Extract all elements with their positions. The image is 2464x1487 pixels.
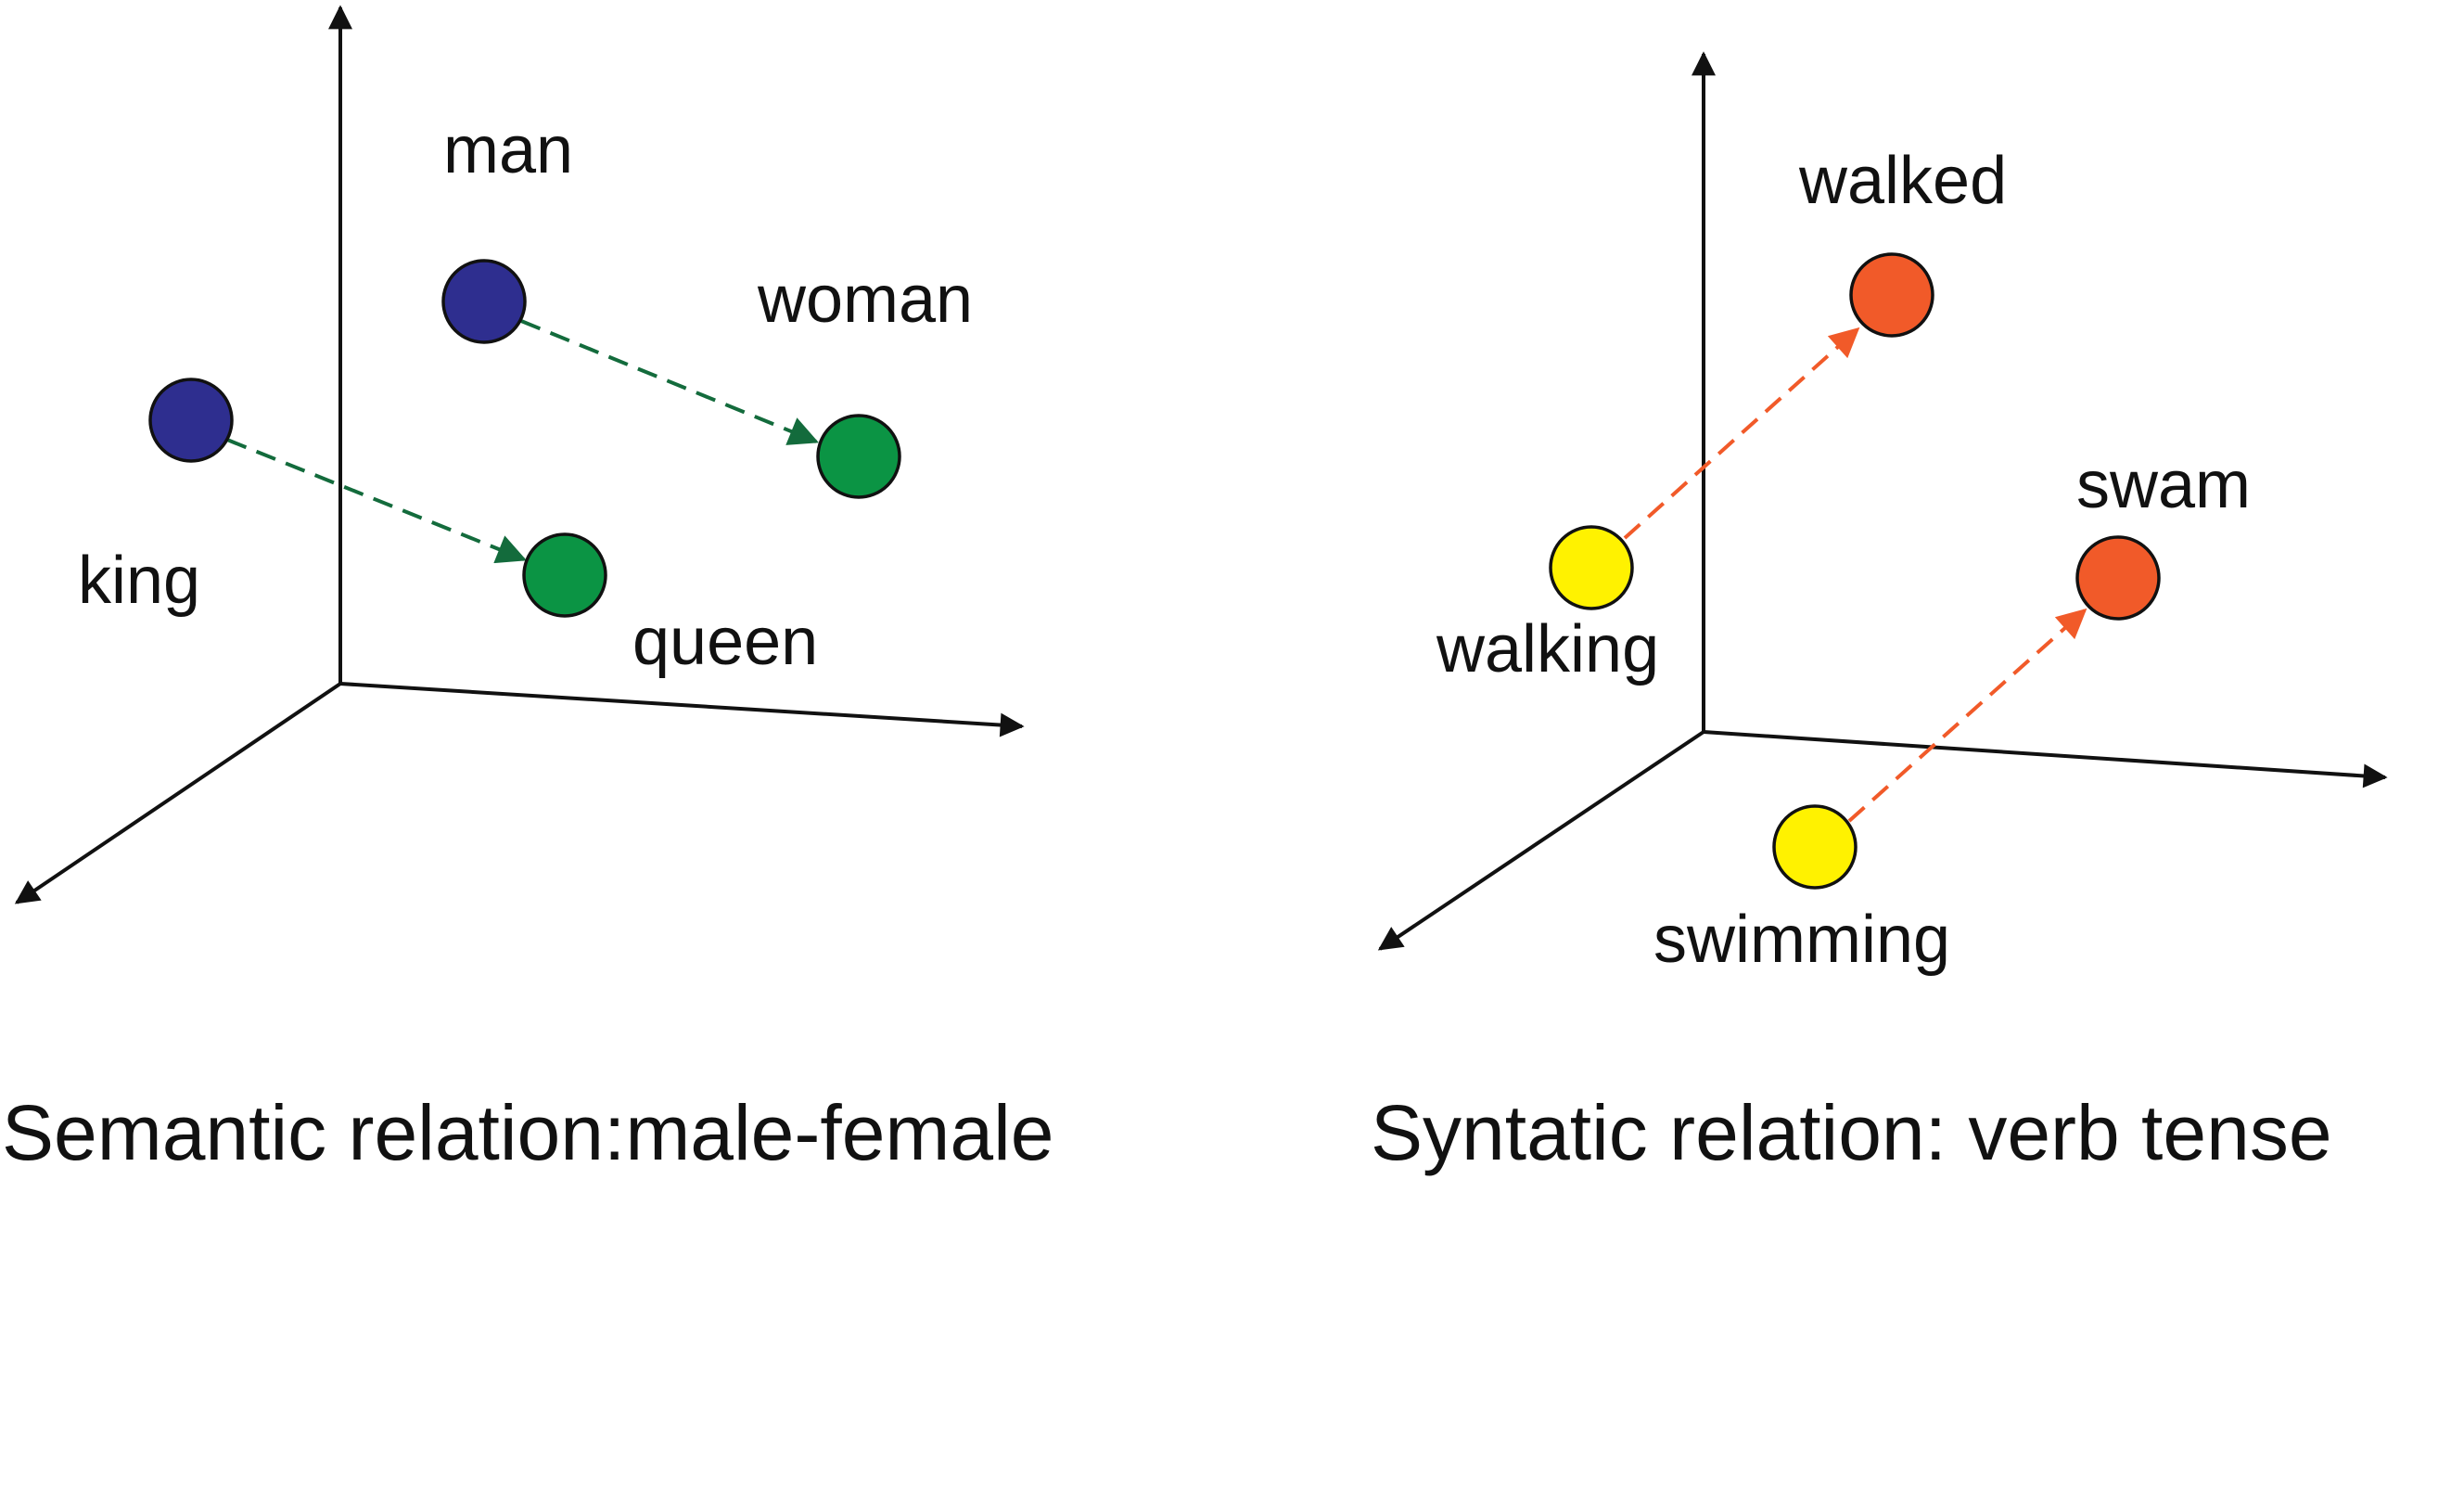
queen-point	[522, 532, 607, 618]
syntactic-arrows	[1623, 327, 2087, 823]
semantic-points	[148, 259, 901, 618]
queen-label: queen	[632, 605, 818, 679]
swimming-to-swam-arrow	[1847, 608, 2087, 823]
syntactic-axis-depth	[1377, 730, 1705, 951]
king-point	[148, 378, 234, 463]
swimming-label: swimming	[1653, 903, 1950, 977]
walking-point	[1549, 525, 1634, 610]
swam-label: swam	[2076, 448, 2251, 522]
semantic-axes	[14, 5, 1025, 904]
syntactic-caption: Syntatic relation: verb tense	[1371, 1089, 2332, 1176]
man-point	[441, 259, 527, 344]
semantic-caption: Semantic relation:male-female	[2, 1089, 1054, 1176]
syntactic-axes	[1377, 51, 2388, 951]
semantic-arrows	[226, 319, 819, 564]
woman-label: woman	[757, 263, 973, 337]
walked-point	[1849, 252, 1934, 338]
king-to-queen-arrow	[226, 438, 527, 564]
semantic-axis-horizontal	[339, 682, 1025, 737]
king-label: king	[78, 544, 200, 618]
semantic-panel: man woman king queen Semantic relation:m…	[2, 5, 1054, 1176]
walking-label: walking	[1436, 612, 1659, 686]
syntactic-axis-horizontal	[1703, 730, 2388, 788]
woman-point	[816, 414, 901, 499]
man-to-woman-arrow	[520, 319, 819, 445]
swam-point	[2075, 535, 2161, 621]
walking-to-walked-arrow	[1623, 327, 1860, 540]
walked-label: walked	[1798, 144, 2007, 218]
swimming-point	[1772, 804, 1858, 890]
man-label: man	[443, 113, 573, 187]
syntactic-points	[1549, 252, 2161, 890]
semantic-axis-depth	[14, 682, 342, 904]
syntactic-panel: walked swam walking swimming Syntatic re…	[1371, 51, 2388, 1176]
